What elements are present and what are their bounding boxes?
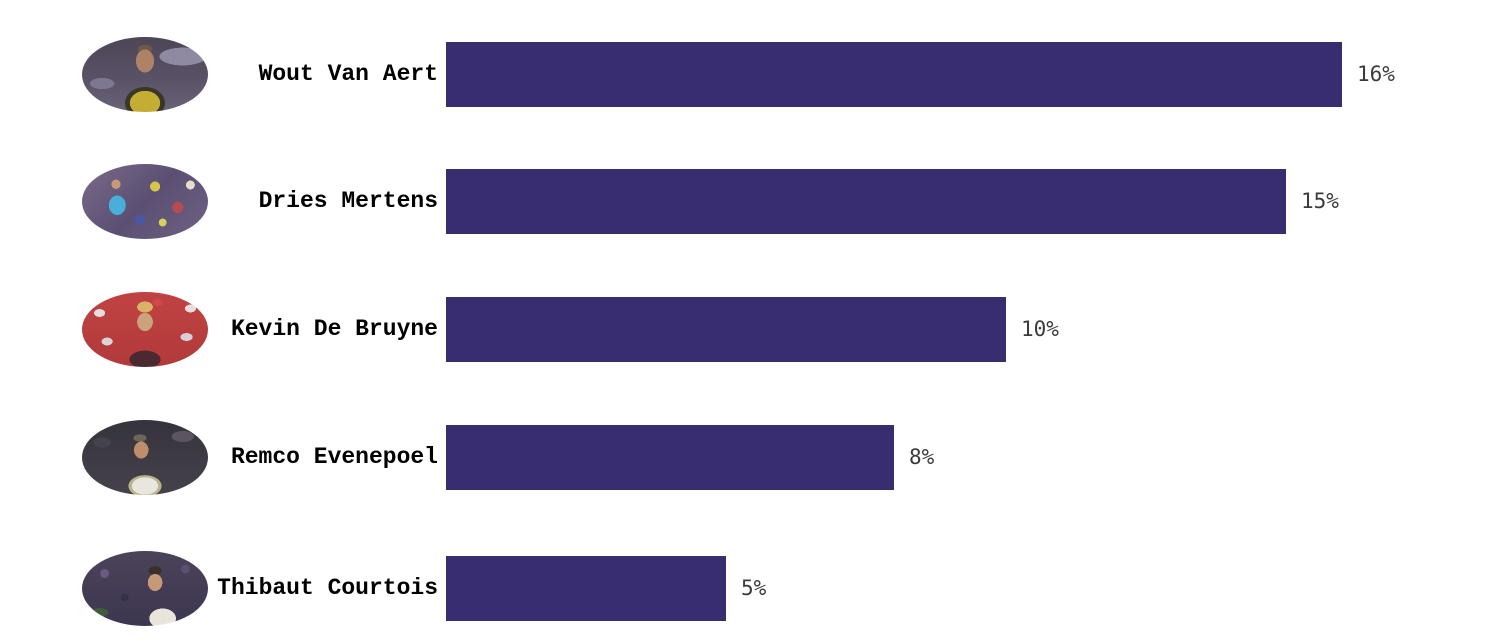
value-label: 8% — [909, 445, 935, 469]
category-label: Remco Evenepoel — [230, 444, 438, 470]
chart-row-kevin-de-bruyne: Kevin De Bruyne 10% — [0, 289, 1500, 369]
value-label: 10% — [1021, 317, 1059, 341]
kevin-de-bruyne-photo — [82, 291, 208, 367]
value-label: 16% — [1357, 62, 1395, 86]
chart-row-remco-evenepoel: Remco Evenepoel 8% — [0, 417, 1500, 497]
value-label: 15% — [1301, 189, 1339, 213]
category-label: Wout Van Aert — [258, 61, 438, 87]
category-label: Dries Mertens — [258, 188, 438, 214]
dries-mertens-photo — [82, 163, 208, 239]
bar — [446, 424, 894, 490]
bar — [446, 168, 1286, 234]
remco-evenepoel-photo — [82, 419, 208, 495]
value-label: 5% — [741, 576, 767, 600]
bar — [446, 555, 726, 621]
category-label: Kevin De Bruyne — [230, 316, 438, 342]
wout-van-aert-photo — [82, 36, 208, 112]
chart-row-thibaut-courtois: Thibaut Courtois 5% — [0, 548, 1500, 628]
chart-row-wout-van-aert: Wout Van Aert 16% — [0, 34, 1500, 114]
category-label: Thibaut Courtois — [217, 575, 438, 601]
thibaut-courtois-photo — [82, 550, 208, 626]
bar — [446, 41, 1342, 107]
chart-row-dries-mertens: Dries Mertens 15% — [0, 161, 1500, 241]
bar — [446, 296, 1006, 362]
